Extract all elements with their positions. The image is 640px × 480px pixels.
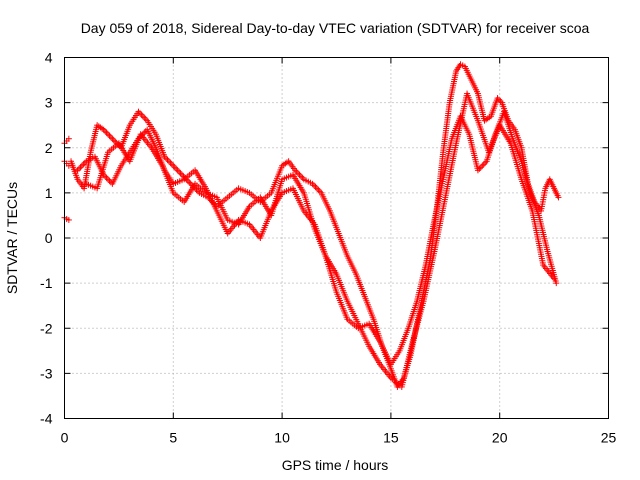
x-tick-label: 0 [61, 430, 69, 446]
data-point-trail [80, 161, 87, 168]
y-tick-label: 1 [45, 185, 53, 201]
data-point [109, 135, 116, 142]
data-point-trail [312, 183, 319, 190]
x-tick-label: 10 [274, 430, 290, 446]
data-point [65, 135, 72, 142]
data-point-trail [295, 170, 302, 177]
data-point-trail [105, 176, 112, 183]
data-point-trail [139, 113, 146, 120]
data-point [553, 280, 560, 287]
data-point-trail [186, 179, 193, 186]
data-point-trail [167, 159, 174, 166]
y-tick-labels: -4 -3 -2 -1 0 1 2 3 4 [40, 50, 53, 427]
data-point [170, 162, 177, 169]
data-points [61, 61, 562, 390]
data-point [551, 275, 558, 282]
data-point-trail [480, 161, 487, 168]
data-point-trail [173, 165, 180, 172]
y-tick-label: 4 [45, 50, 53, 66]
data-point-trail [106, 177, 113, 184]
y-tick-label: -3 [40, 365, 53, 381]
x-tick-label: 5 [169, 430, 177, 446]
data-point-trail [110, 137, 117, 144]
x-tick-label: 25 [601, 430, 617, 446]
data-point-trail [171, 164, 178, 171]
data-point [65, 162, 72, 169]
grid-lines [64, 57, 609, 419]
x-tick-label: 15 [383, 430, 399, 446]
data-point-trail [142, 116, 149, 123]
data-point-trail [165, 158, 172, 165]
y-tick-label: 3 [45, 95, 53, 111]
data-point-trail [103, 129, 110, 136]
chart-title: Day 059 of 2018, Sidereal Day-to-day VTE… [81, 20, 590, 36]
data-point-trail [103, 174, 110, 181]
x-tick-label: 20 [492, 430, 508, 446]
data-point-trail [296, 171, 303, 178]
data-point-trail [174, 167, 181, 174]
data-point-trail [299, 174, 306, 181]
data-point-trail [168, 161, 175, 168]
y-tick-label: -1 [40, 275, 53, 291]
data-point-trail [477, 164, 484, 171]
data-point-trail [311, 182, 318, 189]
data-point [555, 194, 562, 201]
x-tick-labels: 0 5 10 15 20 25 [61, 430, 617, 446]
data-point-trail [297, 173, 304, 180]
y-tick-label: 0 [45, 230, 53, 246]
data-point [65, 216, 72, 223]
y-tick-label: 2 [45, 140, 53, 156]
y-tick-label: -2 [40, 320, 53, 336]
data-point-trail [138, 111, 145, 118]
data-point-trail [102, 128, 109, 135]
data-point-trail [107, 134, 114, 141]
data-point-trail [177, 170, 184, 177]
data-point-trail [105, 131, 112, 138]
axis-ticks [64, 57, 609, 419]
x-axis-label: GPS time / hours [282, 457, 389, 473]
y-tick-label: -4 [40, 411, 53, 427]
data-point-trail [141, 114, 148, 121]
data-point-trail [176, 168, 183, 175]
data-point-trail [106, 132, 113, 139]
data-point-trail [78, 162, 85, 169]
data-point-trail [77, 164, 84, 171]
data-point-trail [164, 156, 171, 163]
data-point-trail [313, 185, 320, 192]
data-point-trail [315, 186, 322, 193]
y-axis-label: SDTVAR / TECUs [4, 182, 20, 294]
